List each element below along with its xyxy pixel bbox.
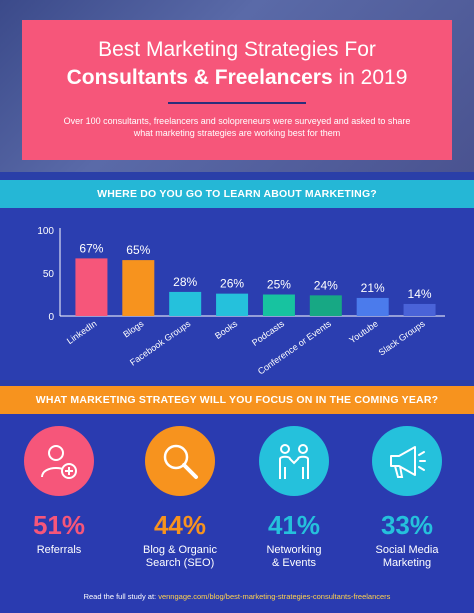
strategy-percent: 41% <box>267 510 321 540</box>
strategy-label: Networking & Events <box>266 544 322 569</box>
bar <box>403 303 436 316</box>
strategy-label: Blog & Organic Search (SEO) <box>143 544 217 569</box>
category-label: Books <box>213 318 240 341</box>
y-tick-label: 0 <box>48 312 54 323</box>
megaphone-icon <box>390 446 426 478</box>
header-card: Best Marketing Strategies For Consultant… <box>22 20 452 160</box>
bar <box>356 297 389 316</box>
footer-link[interactable]: venngage.com/blog/best-marketing-strateg… <box>158 592 391 601</box>
strategy-item-social: 33% Social Media Marketing <box>352 426 462 570</box>
title-divider <box>168 102 306 104</box>
bar <box>216 293 249 316</box>
handshake-icon <box>279 444 309 479</box>
strategy-circle <box>259 426 329 496</box>
strategy-label: Social Media Marketing <box>375 544 439 569</box>
page-subtitle: Over 100 consultants, freelancers and so… <box>63 116 411 138</box>
section-heading-strategy: WHAT MARKETING STRATEGY WILL YOU FOCUS O… <box>0 386 474 414</box>
bar <box>122 260 155 316</box>
page-title-line1: Best Marketing Strategies For <box>98 38 376 61</box>
category-label: Blogs <box>121 318 146 339</box>
strategy-percent: 44% <box>153 510 207 540</box>
y-tick-label: 100 <box>37 226 54 237</box>
page-title-bold: Consultants & Freelancers <box>66 66 333 89</box>
footer-source: Read the full study at: venngage.com/blo… <box>0 592 474 601</box>
category-label: Podcasts <box>250 318 286 348</box>
category-label: Youtube <box>347 318 380 345</box>
bar <box>169 291 202 316</box>
strategy-percent: 51% <box>32 510 86 540</box>
chart-panel: 0 50 100 67% LinkedIn 65% Blogs 28% Facebook Gro… <box>0 208 474 380</box>
category-label: LinkedIn <box>65 318 99 346</box>
add-user-icon <box>41 445 77 479</box>
strategy-item-referrals: 51% Referrals <box>4 426 114 557</box>
bar-value-label: 21% <box>361 281 385 295</box>
strategy-circle <box>24 426 94 496</box>
bar <box>262 294 295 316</box>
header-background: Best Marketing Strategies For Consultant… <box>0 0 474 172</box>
y-tick-label: 50 <box>43 269 55 280</box>
page-title-tail: in 2019 <box>332 66 408 89</box>
bar <box>309 295 342 316</box>
bar-value-label: 14% <box>408 287 432 301</box>
strategy-item-networking: 41% Networking & Events <box>239 426 349 570</box>
page-title-line2: Consultants & Freelancers in 2019 <box>22 66 452 90</box>
search-icon <box>163 444 198 479</box>
strategy-panel: 51% Referrals 44% Blog & Organic Search (… <box>0 414 474 613</box>
bar-value-label: 67% <box>79 241 103 255</box>
strategy-circle <box>372 426 442 496</box>
bar-value-label: 65% <box>126 243 150 257</box>
bar <box>75 258 108 316</box>
strategy-percent: 33% <box>380 510 434 540</box>
bar-value-label: 25% <box>267 278 291 292</box>
strategy-label: Referrals <box>36 544 82 556</box>
bar-value-label: 28% <box>173 275 197 289</box>
footer-prefix: Read the full study at: <box>83 592 159 601</box>
strategy-item-seo: 44% Blog & Organic Search (SEO) <box>125 426 235 570</box>
strategy-circle <box>145 426 215 496</box>
section-heading-learn: WHERE DO YOU GO TO LEARN ABOUT MARKETING… <box>0 180 474 208</box>
bar-value-label: 26% <box>220 277 244 291</box>
bar-value-label: 24% <box>314 278 338 292</box>
category-label: Slack Groups <box>377 318 427 357</box>
